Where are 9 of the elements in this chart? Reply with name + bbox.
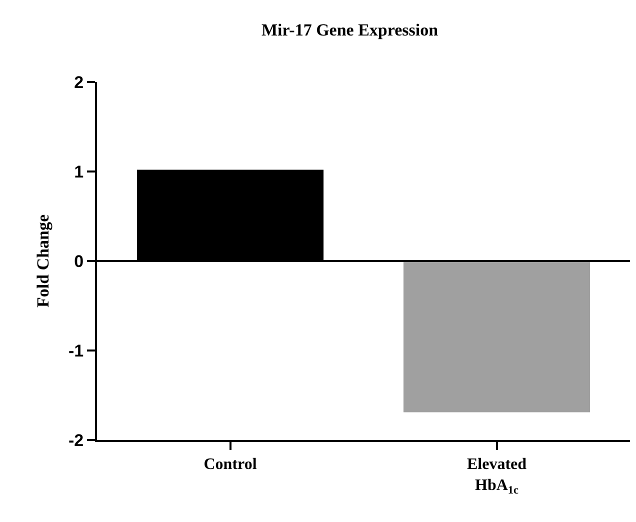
x-tick-label: Elevated HbA$_{1c}$ xyxy=(466,456,527,496)
y-tick-label: -1 xyxy=(68,341,84,360)
chart-title: Mir-17 Gene Expression xyxy=(261,20,439,40)
x-tick-label: Control xyxy=(204,456,258,474)
y-tick-label: 1 xyxy=(74,162,84,182)
y-tick-label: 2 xyxy=(74,72,84,92)
y-tick-label: -2 xyxy=(68,430,84,450)
y-tick-label: 0 xyxy=(74,252,84,271)
y-axis-title: Fold Change xyxy=(34,214,53,308)
